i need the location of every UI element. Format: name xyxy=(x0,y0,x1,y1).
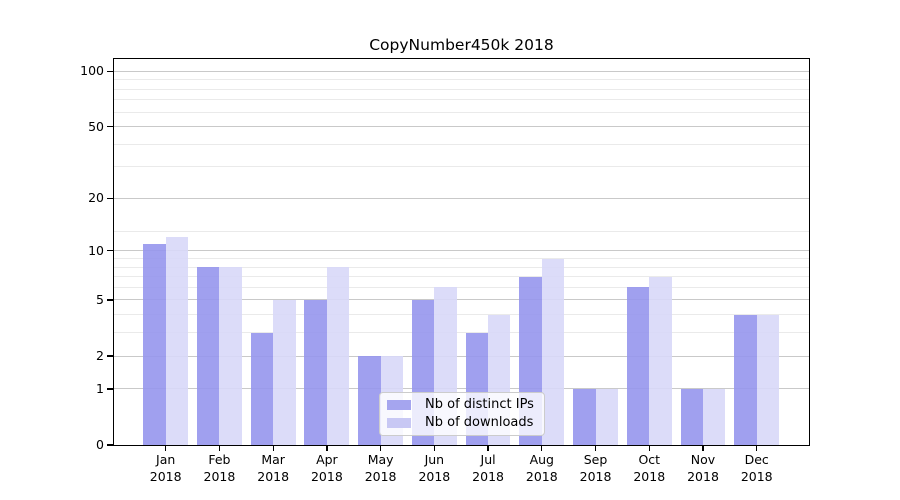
bar-downloads-mar xyxy=(273,299,296,446)
legend-label-distinct-ips: Nb of distinct IPs xyxy=(425,397,534,412)
y-gridline-minor-30 xyxy=(114,166,809,168)
y-gridline-minor-90 xyxy=(114,79,809,81)
bar-distinct-ips-sep xyxy=(573,388,596,446)
x-tick-label-may: May 2018 xyxy=(364,452,397,484)
bar-distinct-ips-oct xyxy=(626,287,650,446)
y-tick-mark-10 xyxy=(107,250,113,252)
bar-downloads-sep xyxy=(595,388,618,446)
y-gridline-minor-8 xyxy=(114,266,809,268)
legend-swatch-distinct-ips xyxy=(387,400,411,410)
x-tick-mark-feb xyxy=(218,446,221,451)
legend-label-downloads: Nb of downloads xyxy=(425,415,534,430)
y-gridline-major-2 xyxy=(114,355,809,357)
y-gridline-major-10 xyxy=(114,250,809,252)
y-tick-label-50: 50 xyxy=(88,118,104,134)
x-tick-mark-oct xyxy=(648,446,650,451)
y-tick-label-5: 5 xyxy=(96,291,104,307)
x-tick-label-dec: Dec 2018 xyxy=(740,452,773,484)
y-tick-label-20: 20 xyxy=(88,190,104,206)
bar-distinct-ips-feb xyxy=(197,267,220,446)
legend-item-distinct-ips: Nb of distinct IPs xyxy=(387,398,544,412)
x-tick-mark-sep xyxy=(594,446,597,451)
x-tick-label-oct: Oct 2018 xyxy=(633,452,666,484)
x-tick-mark-may xyxy=(379,446,382,451)
y-gridline-minor-13 xyxy=(114,230,809,232)
bar-downloads-feb xyxy=(219,267,242,446)
x-tick-mark-mar xyxy=(272,446,274,451)
y-gridline-minor-40 xyxy=(114,143,809,145)
y-tick-mark-20 xyxy=(107,197,113,200)
y-gridline-major-20 xyxy=(114,197,809,199)
x-tick-label-nov: Nov 2018 xyxy=(687,452,719,484)
y-tick-mark-100 xyxy=(107,70,113,72)
legend: Nb of distinct IPs Nb of downloads xyxy=(379,392,545,436)
x-tick-mark-jun xyxy=(433,446,435,451)
x-tick-mark-jan xyxy=(165,446,167,451)
bar-distinct-ips-jan xyxy=(143,243,166,446)
y-gridline-minor-80 xyxy=(114,88,809,90)
bar-downloads-oct xyxy=(649,276,672,446)
y-gridline-major-100 xyxy=(114,70,809,72)
y-tick-label-10: 10 xyxy=(88,242,104,258)
y-gridline-major-1 xyxy=(114,388,809,390)
bar-downloads-dec xyxy=(756,314,780,446)
y-tick-label-1: 1 xyxy=(96,380,104,396)
y-gridline-minor-60 xyxy=(114,111,809,113)
y-tick-mark-0 xyxy=(107,444,113,446)
y-gridline-minor-6 xyxy=(114,286,809,288)
x-tick-label-mar: Mar 2018 xyxy=(257,452,290,484)
y-gridline-minor-7 xyxy=(114,276,809,278)
x-tick-mark-apr xyxy=(326,446,328,451)
bar-downloads-jan xyxy=(165,237,189,446)
x-tick-mark-dec xyxy=(756,446,758,451)
x-tick-label-jun: Jun 2018 xyxy=(418,452,451,484)
bar-distinct-ips-may xyxy=(358,356,381,446)
y-tick-mark-5 xyxy=(107,299,113,301)
y-tick-label-100: 100 xyxy=(80,63,104,79)
x-tick-label-jan: Jan 2018 xyxy=(149,452,182,484)
x-tick-label-feb: Feb 2018 xyxy=(203,452,236,484)
x-tick-label-sep: Sep 2018 xyxy=(579,452,612,484)
y-tick-mark-2 xyxy=(107,355,113,357)
bar-downloads-aug xyxy=(541,258,565,446)
y-gridline-minor-4 xyxy=(114,314,809,316)
bar-distinct-ips-nov xyxy=(680,388,703,446)
y-gridline-minor-9 xyxy=(114,258,809,260)
x-tick-mark-aug xyxy=(541,446,543,451)
bar-distinct-ips-dec xyxy=(734,314,757,446)
bar-downloads-nov xyxy=(703,388,726,446)
y-gridline-major-50 xyxy=(114,126,809,128)
x-tick-mark-nov xyxy=(702,446,704,451)
y-tick-label-0: 0 xyxy=(96,437,104,452)
y-gridline-major-5 xyxy=(114,299,809,301)
bar-distinct-ips-apr xyxy=(304,299,327,446)
x-tick-label-jul: Jul 2018 xyxy=(472,452,504,484)
y-tick-mark-1 xyxy=(107,388,113,390)
x-tick-label-apr: Apr 2018 xyxy=(310,452,343,484)
bar-distinct-ips-mar xyxy=(250,332,274,446)
y-gridline-minor-3 xyxy=(114,332,809,334)
legend-item-downloads: Nb of downloads xyxy=(387,416,544,430)
bar-downloads-apr xyxy=(326,267,350,446)
y-tick-label-2: 2 xyxy=(96,348,104,364)
chart-title: CopyNumber450k 2018 xyxy=(369,36,554,54)
y-gridline-minor-70 xyxy=(114,99,809,101)
legend-swatch-downloads xyxy=(387,418,411,428)
y-tick-mark-50 xyxy=(107,125,113,128)
x-tick-mark-jul xyxy=(487,446,489,451)
x-tick-label-aug: Aug 2018 xyxy=(525,452,558,484)
